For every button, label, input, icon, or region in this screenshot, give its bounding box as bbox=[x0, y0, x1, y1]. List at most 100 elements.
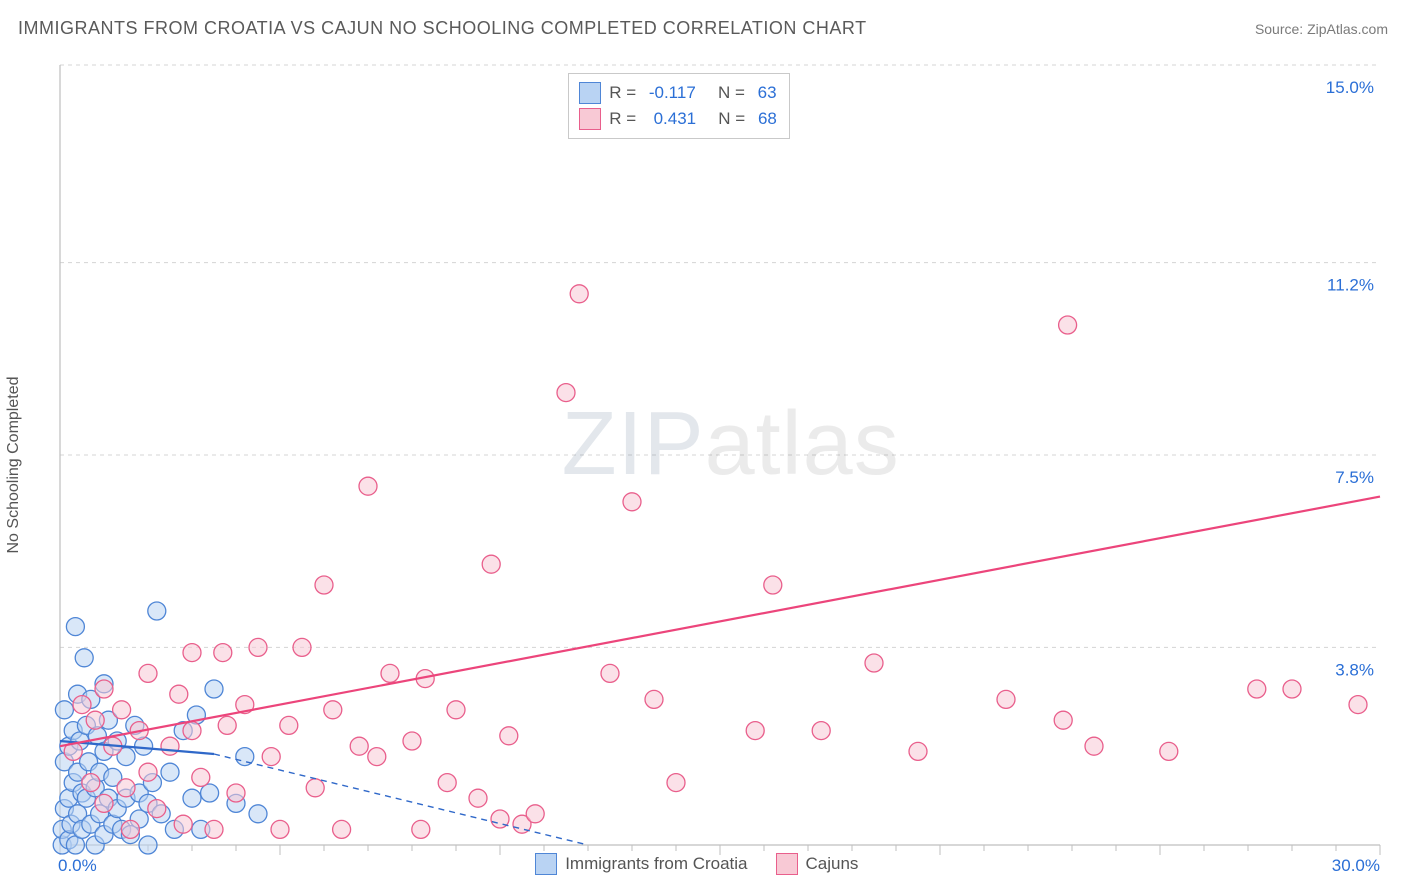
data-point bbox=[262, 748, 280, 766]
y-tick-label: 11.2% bbox=[1327, 276, 1374, 295]
data-point bbox=[601, 664, 619, 682]
data-point bbox=[482, 555, 500, 573]
data-point bbox=[95, 794, 113, 812]
data-point bbox=[205, 820, 223, 838]
legend-item: Cajuns bbox=[776, 853, 859, 875]
data-point bbox=[66, 618, 84, 636]
data-point bbox=[95, 680, 113, 698]
data-point bbox=[570, 285, 588, 303]
legend-label: Immigrants from Croatia bbox=[565, 854, 747, 874]
data-point bbox=[381, 664, 399, 682]
data-point bbox=[764, 576, 782, 594]
data-point bbox=[746, 722, 764, 740]
source-link[interactable]: ZipAtlas.com bbox=[1307, 21, 1388, 37]
legend-swatch bbox=[535, 853, 557, 875]
x-end-label: 30.0% bbox=[1332, 856, 1380, 875]
data-point bbox=[1059, 316, 1077, 334]
x-origin-label: 0.0% bbox=[58, 856, 97, 875]
legend-swatch bbox=[579, 82, 601, 104]
data-point bbox=[170, 685, 188, 703]
data-point bbox=[174, 815, 192, 833]
data-point bbox=[205, 680, 223, 698]
data-point bbox=[249, 638, 267, 656]
legend-r-label: R = bbox=[609, 80, 641, 106]
data-point bbox=[526, 805, 544, 823]
data-point bbox=[909, 742, 927, 760]
data-point bbox=[1349, 696, 1367, 714]
data-point bbox=[438, 774, 456, 792]
data-point bbox=[249, 805, 267, 823]
data-point bbox=[280, 716, 298, 734]
data-point bbox=[412, 820, 430, 838]
legend-swatch bbox=[579, 108, 601, 130]
data-point bbox=[73, 696, 91, 714]
data-point bbox=[557, 384, 575, 402]
data-point bbox=[368, 748, 386, 766]
scatter-chart: 3.8% 7.5% 11.2% 15.0% 0.0% 30.0% bbox=[18, 55, 1388, 875]
y-tick-label: 7.5% bbox=[1335, 468, 1374, 487]
data-point bbox=[812, 722, 830, 740]
data-point bbox=[645, 690, 663, 708]
data-point bbox=[469, 789, 487, 807]
data-point bbox=[1160, 742, 1178, 760]
data-point bbox=[117, 779, 135, 797]
legend-r-value: 0.431 bbox=[649, 106, 696, 132]
data-point bbox=[75, 649, 93, 667]
y-tick-label: 15.0% bbox=[1326, 78, 1374, 97]
series-legend: Immigrants from Croatia Cajuns bbox=[535, 853, 858, 875]
legend-item: Immigrants from Croatia bbox=[535, 853, 747, 875]
data-point bbox=[1248, 680, 1266, 698]
data-point bbox=[315, 576, 333, 594]
page-title: IMMIGRANTS FROM CROATIA VS CAJUN NO SCHO… bbox=[18, 18, 867, 39]
data-point bbox=[623, 493, 641, 511]
data-point bbox=[447, 701, 465, 719]
data-point bbox=[214, 644, 232, 662]
data-point bbox=[183, 644, 201, 662]
data-point bbox=[306, 779, 324, 797]
data-point bbox=[183, 789, 201, 807]
data-point bbox=[139, 664, 157, 682]
data-point bbox=[1054, 711, 1072, 729]
source-prefix: Source: bbox=[1255, 21, 1307, 37]
data-point bbox=[293, 638, 311, 656]
data-point bbox=[350, 737, 368, 755]
data-point bbox=[403, 732, 421, 750]
data-point bbox=[1283, 680, 1301, 698]
data-point bbox=[333, 820, 351, 838]
legend-r-value: -0.117 bbox=[649, 80, 696, 106]
data-point bbox=[139, 836, 157, 854]
legend-n-value: 68 bbox=[758, 106, 777, 132]
data-point bbox=[218, 716, 236, 734]
data-point bbox=[271, 820, 289, 838]
legend-stat-row: R = 0.431 N = 68 bbox=[579, 106, 777, 132]
data-point bbox=[161, 763, 179, 781]
data-point bbox=[192, 768, 210, 786]
y-axis-label: No Schooling Completed bbox=[5, 377, 23, 554]
data-point bbox=[82, 774, 100, 792]
y-tick-label: 3.8% bbox=[1335, 660, 1374, 679]
data-point bbox=[55, 701, 73, 719]
data-point bbox=[227, 784, 245, 802]
data-point bbox=[121, 820, 139, 838]
data-point bbox=[359, 477, 377, 495]
data-point bbox=[1085, 737, 1103, 755]
data-point bbox=[667, 774, 685, 792]
source-label: Source: ZipAtlas.com bbox=[1255, 21, 1388, 37]
data-point bbox=[324, 701, 342, 719]
data-point bbox=[113, 701, 131, 719]
data-point bbox=[183, 722, 201, 740]
legend-r-label: R = bbox=[609, 106, 641, 132]
data-point bbox=[86, 711, 104, 729]
data-point bbox=[500, 727, 518, 745]
data-point bbox=[139, 763, 157, 781]
data-point bbox=[161, 737, 179, 755]
legend-n-label: N = bbox=[704, 80, 750, 106]
correlation-legend: R = -0.117 N = 63R = 0.431 N = 68 bbox=[568, 73, 790, 139]
legend-stat-row: R = -0.117 N = 63 bbox=[579, 80, 777, 106]
data-point bbox=[865, 654, 883, 672]
legend-label: Cajuns bbox=[806, 854, 859, 874]
data-point bbox=[148, 800, 166, 818]
data-point bbox=[148, 602, 166, 620]
legend-swatch bbox=[776, 853, 798, 875]
chart-container: No Schooling Completed 3.8%7.5%11.2%15.0… bbox=[18, 55, 1388, 875]
